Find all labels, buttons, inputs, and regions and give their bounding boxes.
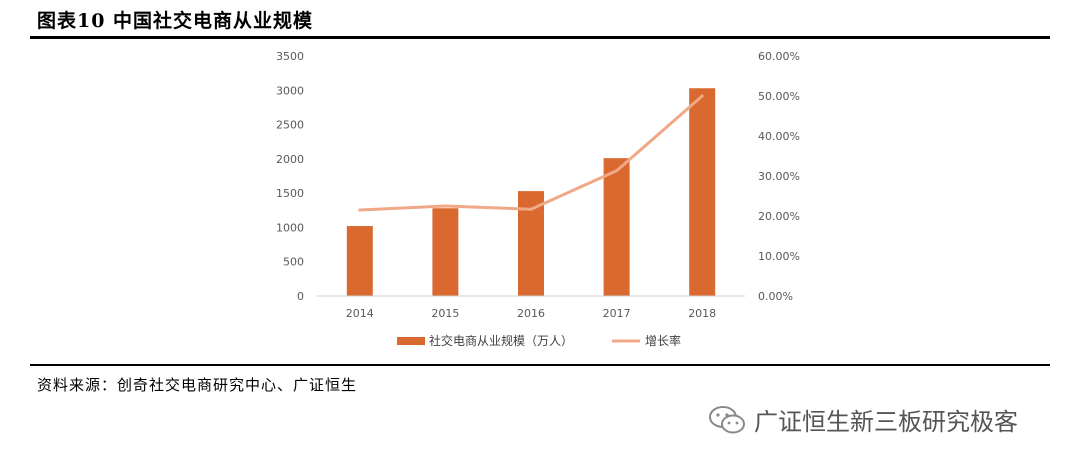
y-right-tick-label: 50.00% (758, 90, 800, 103)
y-right-tick-label: 30.00% (758, 170, 800, 183)
y-right-tick-label: 40.00% (758, 130, 800, 143)
line-point (529, 207, 533, 211)
figure-title: 图表10 中国社交电商从业规模 (37, 10, 314, 32)
y-left-tick-label: 0 (297, 290, 304, 303)
y-left-tick-label: 500 (283, 256, 304, 269)
line-point (700, 94, 704, 98)
legend-bar-swatch (397, 337, 425, 345)
y-left-tick-label: 1000 (276, 221, 304, 234)
bar (346, 226, 373, 296)
x-tick-label: 2018 (688, 307, 716, 320)
y-left-tick-label: 3000 (276, 84, 304, 97)
title-rule (30, 36, 1050, 39)
y-left-tick-label: 3500 (276, 50, 304, 63)
line-point (615, 169, 619, 173)
bar (432, 208, 459, 296)
y-left-tick-label: 2500 (276, 119, 304, 132)
x-tick-label: 2016 (517, 307, 545, 320)
y-right-tick-label: 10.00% (758, 250, 800, 263)
bar (518, 191, 544, 296)
source-note: 资料来源：创奇社交电商研究中心、广证恒生 (37, 376, 358, 394)
source-rule (30, 364, 1050, 366)
y-right-tick-label: 0.00% (758, 290, 793, 303)
y-left-tick-label: 2000 (276, 153, 304, 166)
wechat-icon (709, 405, 745, 433)
bar (689, 88, 716, 296)
y-right-tick-label: 20.00% (758, 210, 800, 223)
legend-bar-label: 社交电商从业规模（万人） (429, 333, 573, 348)
legend-line-label: 增长率 (645, 333, 681, 348)
y-right-tick-label: 60.00% (758, 50, 800, 63)
watermark: 广证恒生新三板研究极客 (708, 402, 1018, 437)
x-tick-label: 2015 (431, 307, 459, 320)
line-point (443, 204, 447, 208)
y-left-tick-label: 1500 (276, 187, 304, 200)
x-tick-label: 2017 (603, 307, 631, 320)
x-tick-label: 2014 (346, 307, 374, 320)
bar (603, 158, 630, 296)
line-point (358, 208, 362, 212)
watermark-text: 广证恒生新三板研究极客 (754, 408, 1018, 436)
